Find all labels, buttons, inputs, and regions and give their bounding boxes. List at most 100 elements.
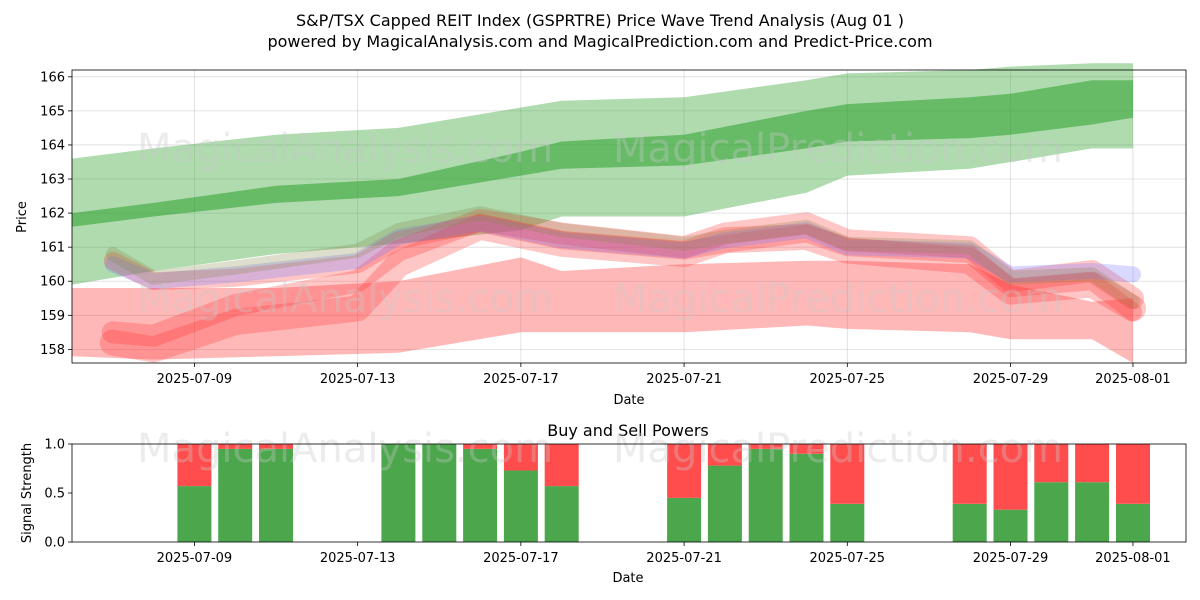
signal-x-tick-2: 2025-07-17 <box>483 542 559 566</box>
buy-bar-13 <box>952 503 987 542</box>
signal-x-tick-label: 2025-08-01 <box>1095 551 1171 566</box>
price-y-tick-7: 165 <box>40 104 72 119</box>
price-x-tick-label: 2025-07-29 <box>973 372 1049 387</box>
price-y-tick-0: 158 <box>40 343 72 358</box>
buy-bar-16 <box>1075 482 1110 542</box>
red-band-low <box>72 257 1133 363</box>
signal-x-tick-5: 2025-07-29 <box>973 542 1049 566</box>
price-x-label: Date <box>613 393 644 408</box>
chart-title-line1: S&P/TSX Capped REIT Index (GSPRTRE) Pric… <box>296 11 904 30</box>
signal-x-tick-4: 2025-07-25 <box>810 542 886 566</box>
price-bands <box>72 63 1133 363</box>
buy-bar-10 <box>748 448 783 542</box>
price-x-tick-0: 2025-07-09 <box>157 363 233 387</box>
price-y-axis: 158 159 160 161 162 163 164 165 166 <box>40 70 72 358</box>
buy-bar-9 <box>707 465 742 542</box>
price-y-tick-label: 163 <box>40 173 65 188</box>
buy-bar-11 <box>789 453 824 542</box>
signal-x-tick-3: 2025-07-21 <box>646 542 722 566</box>
sell-bar-10 <box>748 444 783 449</box>
price-y-tick-2: 160 <box>40 275 72 290</box>
price-waves <box>99 206 1146 363</box>
signal-y-tick-2: 1.0 <box>44 438 72 453</box>
price-x-axis: 2025-07-09 2025-07-13 2025-07-17 2025-07-21… <box>157 363 1171 387</box>
price-x-tick-label: 2025-07-25 <box>810 372 886 387</box>
price-plot-frame <box>71 69 1187 364</box>
watermark-left-top: MagicalAnalysis.com <box>137 126 553 172</box>
buy-bar-4 <box>422 444 457 542</box>
sell-bar-0 <box>177 444 212 487</box>
buy-bar-5 <box>463 448 498 542</box>
sell-bar-13 <box>952 444 987 504</box>
watermark-right-top: MagicalPrediction.com <box>613 126 1063 172</box>
price-y-tick-label: 164 <box>40 138 65 153</box>
price-x-tick-label: 2025-07-21 <box>646 372 722 387</box>
buy-bar-2 <box>259 448 293 542</box>
sell-bar-17 <box>1116 444 1150 504</box>
signal-bars <box>177 444 1150 542</box>
signal-x-label: Date <box>612 571 643 586</box>
buy-bar-14 <box>993 509 1028 542</box>
price-x-tick-label: 2025-07-09 <box>157 372 233 387</box>
price-y-tick-3: 161 <box>40 241 72 256</box>
price-x-tick-1: 2025-07-13 <box>320 363 396 387</box>
price-y-tick-1: 159 <box>40 309 72 324</box>
buy-bar-0 <box>177 486 212 542</box>
price-wave-1 <box>101 208 1144 347</box>
signal-y-tick-0: 0.0 <box>44 536 72 551</box>
signal-y-label: Signal Strength <box>20 443 35 543</box>
price-wave-4 <box>105 206 1140 309</box>
signal-x-tick-0: 2025-07-09 <box>157 542 232 566</box>
price-y-tick-label: 159 <box>40 309 65 324</box>
price-y-tick-label: 166 <box>40 70 65 85</box>
signal-y-tick-label: 1.0 <box>44 438 65 453</box>
signal-plot: Buy and Sell Powers MagicalAnalysis.com … <box>20 421 1187 586</box>
buy-bar-17 <box>1116 503 1150 542</box>
signal-x-tick-1: 2025-07-13 <box>320 542 396 566</box>
price-x-tick-4: 2025-07-25 <box>810 363 886 387</box>
buy-bar-6 <box>503 470 538 542</box>
signal-y-tick-1: 0.5 <box>44 487 72 502</box>
signal-plot-title: Buy and Sell Powers <box>547 421 709 440</box>
signal-x-tick-label: 2025-07-25 <box>810 551 886 566</box>
price-x-tick-label: 2025-07-13 <box>320 372 396 387</box>
buy-bar-3 <box>381 444 416 542</box>
buy-bar-12 <box>830 503 865 542</box>
watermark-left-mid: MagicalAnalysis.com <box>137 276 553 322</box>
price-wave-2 <box>103 214 1142 321</box>
price-y-tick-4: 162 <box>40 207 72 222</box>
price-y-label: Price <box>15 201 30 233</box>
signal-x-tick-6: 2025-08-01 <box>1095 542 1171 566</box>
watermark-right-mid: MagicalPrediction.com <box>613 276 1063 322</box>
price-y-tick-8: 166 <box>40 70 72 85</box>
buy-bar-7 <box>544 486 579 542</box>
sell-bar-16 <box>1075 444 1110 483</box>
price-x-tick-label: 2025-08-01 <box>1095 372 1171 387</box>
signal-x-tick-label: 2025-07-29 <box>973 551 1049 566</box>
sell-bar-8 <box>667 444 702 498</box>
price-plot: MagicalAnalysis.com MagicalPrediction.co… <box>15 63 1187 408</box>
buy-bar-8 <box>667 497 702 542</box>
price-y-tick-label: 165 <box>40 104 65 119</box>
price-x-tick-6: 2025-08-01 <box>1095 363 1171 387</box>
sell-bar-7 <box>544 444 579 487</box>
sell-bar-1 <box>218 444 253 449</box>
signal-x-tick-label: 2025-07-13 <box>320 551 396 566</box>
price-x-tick-2: 2025-07-17 <box>483 363 559 387</box>
price-x-tick-5: 2025-07-29 <box>973 363 1049 387</box>
price-y-tick-label: 158 <box>40 343 65 358</box>
sell-bar-9 <box>707 444 742 466</box>
price-wave-3 <box>104 215 1141 290</box>
sell-bar-2 <box>259 444 293 449</box>
price-x-tick-3: 2025-07-21 <box>646 363 722 387</box>
price-y-tick-label: 160 <box>40 275 65 290</box>
sell-bar-12 <box>830 444 865 504</box>
buy-bar-1 <box>218 448 253 542</box>
signal-x-axis: 2025-07-09 2025-07-13 2025-07-17 2025-07-21… <box>157 542 1171 566</box>
chart-title-line2: powered by MagicalAnalysis.com and Magic… <box>267 32 932 51</box>
green-band-inner <box>72 80 1133 227</box>
price-y-tick-6: 164 <box>40 138 72 153</box>
signal-x-tick-label: 2025-07-21 <box>646 551 722 566</box>
signal-y-axis: 0.0 0.5 1.0 <box>44 438 72 551</box>
